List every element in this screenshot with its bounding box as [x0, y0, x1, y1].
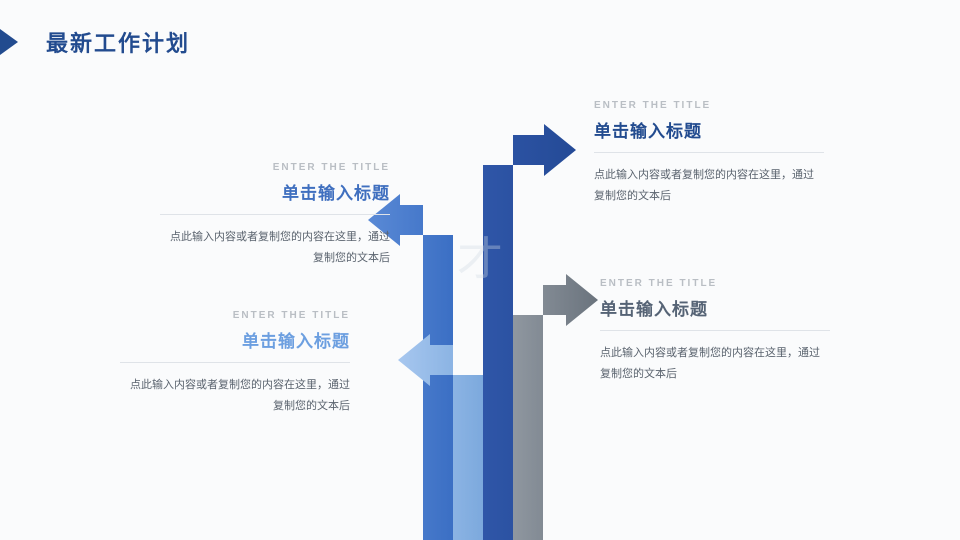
block-underline — [160, 214, 390, 215]
block-body: 点此输入内容或者复制您的内容在这里，通过复制您的文本后 — [160, 227, 390, 269]
block-title: 单击输入标题 — [160, 179, 390, 204]
block-body: 点此输入内容或者复制您的内容在这里，通过复制您的文本后 — [594, 165, 824, 207]
page-title: 最新工作计划 — [46, 26, 190, 58]
block-underline — [600, 330, 830, 331]
content-block-1: ENTER THE TITLE 单击输入标题点此输入内容或者复制您的内容在这里，通… — [120, 310, 350, 417]
content-block-3: ENTER THE TITLE 单击输入标题点此输入内容或者复制您的内容在这里，通… — [600, 278, 830, 385]
header-marker-icon — [0, 29, 18, 55]
block-title: 单击输入标题 — [120, 327, 350, 352]
watermark: 才 — [457, 233, 503, 285]
content-block-2: ENTER THE TITLE 单击输入标题点此输入内容或者复制您的内容在这里，通… — [594, 100, 824, 207]
content-block-0: ENTER THE TITLE 单击输入标题点此输入内容或者复制您的内容在这里，通… — [160, 162, 390, 269]
block-sublabel: ENTER THE TITLE — [160, 162, 390, 173]
arrow-top-right — [483, 124, 576, 540]
block-underline — [120, 362, 350, 363]
arrow-bottom-left — [398, 334, 483, 540]
block-sublabel: ENTER THE TITLE — [600, 278, 830, 289]
block-body: 点此输入内容或者复制您的内容在这里，通过复制您的文本后 — [600, 343, 830, 385]
block-underline — [594, 152, 824, 153]
arrow-bottom-right — [513, 274, 598, 540]
block-sublabel: ENTER THE TITLE — [120, 310, 350, 321]
block-body: 点此输入内容或者复制您的内容在这里，通过复制您的文本后 — [120, 375, 350, 417]
block-title: 单击输入标题 — [600, 295, 830, 320]
block-title: 单击输入标题 — [594, 117, 824, 142]
arrow-diagram: 才 — [0, 0, 960, 540]
slide-header: 最新工作计划 — [0, 26, 190, 58]
block-sublabel: ENTER THE TITLE — [594, 100, 824, 111]
